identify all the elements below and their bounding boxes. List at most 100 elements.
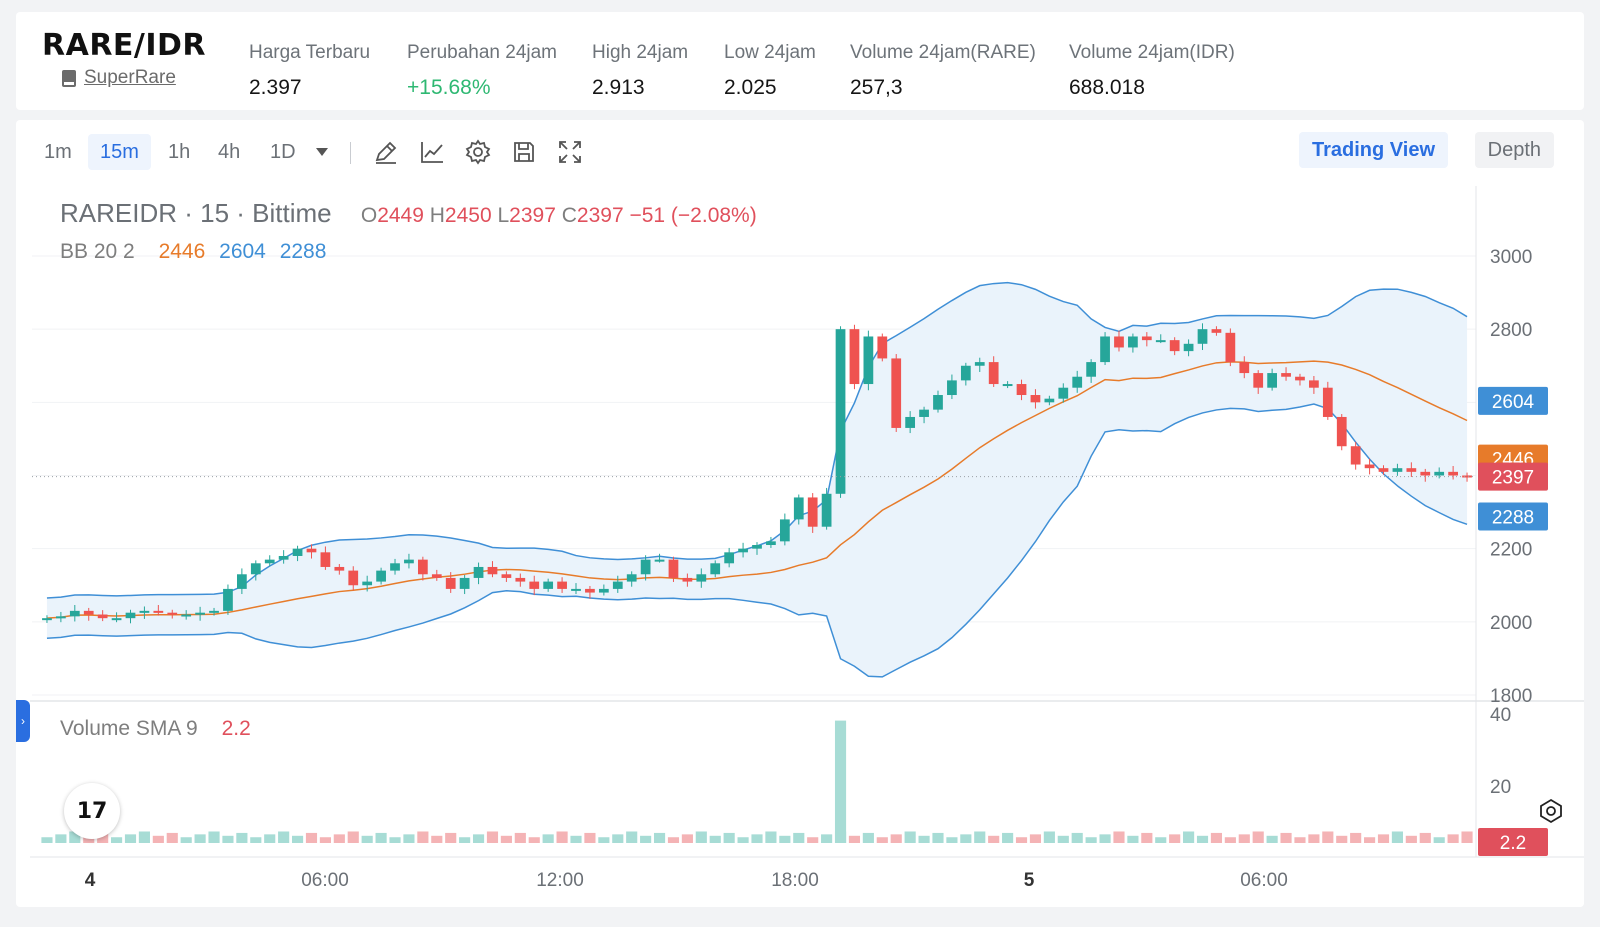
volume-bar	[974, 831, 986, 843]
timeframe-dropdown-icon[interactable]	[316, 148, 328, 156]
candle	[376, 570, 386, 582]
candle	[334, 566, 345, 571]
candle	[1072, 376, 1083, 388]
stat-value: 2.397	[249, 76, 302, 99]
candle	[1239, 362, 1250, 374]
coin-name-link[interactable]: SuperRare	[62, 67, 176, 89]
candle	[738, 548, 748, 553]
volume-tick-label: 40	[1490, 705, 1511, 726]
volume-bar	[1308, 834, 1320, 843]
candle	[1114, 336, 1124, 348]
symbol-legend: RAREIDR · 15 · Bittime O2449 H2450 L2397…	[60, 198, 757, 229]
volume-bar	[152, 835, 164, 843]
volume-bar	[1113, 831, 1125, 843]
candle	[1322, 387, 1333, 417]
candle	[417, 559, 428, 575]
price-label-bb_lower: 2288	[1492, 507, 1534, 528]
coin-name-label[interactable]: SuperRare	[84, 67, 176, 88]
volume-bar	[361, 835, 373, 843]
volume-bar	[584, 832, 596, 843]
volume-bar	[1461, 831, 1473, 843]
price-tick-label: 2200	[1490, 540, 1532, 561]
volume-bar	[793, 832, 805, 843]
tradingview-logo-icon[interactable]: 17	[64, 783, 120, 839]
volume-bar	[1071, 832, 1083, 843]
chart-settings-icon[interactable]	[1536, 796, 1566, 826]
stat-value: +15.68%	[407, 76, 491, 99]
candle	[209, 610, 219, 613]
candle	[1002, 384, 1013, 387]
candle	[515, 577, 526, 582]
stat-value: 2.913	[592, 76, 645, 99]
pencil-icon[interactable]	[372, 138, 400, 166]
stat-volume-idr: Volume 24jam(IDR) 688.018	[1069, 42, 1235, 100]
candle	[1462, 475, 1472, 478]
candle	[766, 541, 776, 546]
volume-bar	[932, 832, 944, 843]
candle	[153, 610, 164, 613]
volume-bar	[667, 837, 680, 843]
candle	[97, 614, 108, 619]
candle	[1128, 336, 1138, 348]
volume-bar	[751, 834, 763, 843]
timeframe-1d[interactable]: 1D	[270, 141, 296, 163]
candle	[348, 570, 359, 586]
volume-bar	[1405, 835, 1417, 843]
volume-bar	[1183, 831, 1195, 843]
candle	[626, 574, 637, 582]
candle	[404, 559, 414, 564]
timeframe-15m[interactable]: 15m	[88, 134, 151, 170]
candle	[1141, 336, 1152, 341]
bb-upper-value: 2604	[219, 240, 266, 263]
volume-bar	[55, 834, 67, 843]
volume-bar	[486, 831, 499, 843]
volume-bar	[1238, 834, 1250, 843]
timeframe-1h[interactable]: 1h	[168, 141, 191, 163]
timeframe-1m[interactable]: 1m	[44, 141, 72, 163]
time-tick-label: 06:00	[301, 870, 349, 891]
stat-low-24h: Low 24jam 2.025	[724, 42, 816, 100]
volume-bar	[208, 831, 220, 843]
line-chart-icon[interactable]	[418, 138, 446, 166]
volume-bar	[278, 831, 290, 843]
candle	[793, 497, 804, 520]
trading-view-button[interactable]: Trading View	[1299, 132, 1448, 168]
save-icon[interactable]	[510, 138, 538, 166]
volume-bar	[83, 835, 95, 843]
timeframe-4h[interactable]: 4h	[218, 141, 241, 163]
candle	[42, 618, 52, 621]
candle	[710, 563, 721, 575]
ticker-header: RARE/IDR SuperRare Harga Terbaru 2.397 P…	[16, 12, 1584, 110]
volume-bar	[1252, 831, 1264, 843]
volume-bar	[1057, 835, 1069, 843]
ohlc-readout: O2449 H2450 L2397 C2397 −51 (−2.08%)	[361, 204, 757, 227]
gear-icon[interactable]	[464, 138, 492, 166]
candle	[181, 614, 192, 617]
volume-bar	[41, 837, 53, 843]
volume-bar	[1419, 832, 1431, 843]
volume-bar-spike	[834, 720, 847, 843]
fullscreen-icon[interactable]	[556, 138, 584, 166]
volume-bar	[417, 831, 429, 843]
depth-button[interactable]: Depth	[1474, 132, 1554, 168]
volume-bar	[1169, 834, 1181, 843]
candle	[1183, 343, 1194, 352]
volume-bar	[695, 831, 707, 843]
candle	[849, 329, 860, 385]
candle	[292, 548, 303, 556]
volume-bar	[222, 835, 234, 843]
candle	[919, 409, 929, 417]
time-tick-label: 18:00	[771, 870, 819, 891]
chart-area[interactable]: 3000 2800 2200 2000 1800 40 20 2604 2446 2397 2288…	[30, 186, 1584, 907]
volume-bar	[1266, 835, 1278, 843]
candle	[557, 581, 567, 589]
volume-bar	[333, 834, 345, 843]
candle	[1044, 398, 1055, 403]
candle	[696, 574, 707, 582]
volume-bar	[1433, 837, 1445, 843]
side-panel-toggle[interactable]: ›	[16, 700, 30, 742]
volume-bar	[1155, 837, 1167, 843]
candle	[1448, 471, 1458, 476]
volume-bar	[653, 832, 666, 843]
